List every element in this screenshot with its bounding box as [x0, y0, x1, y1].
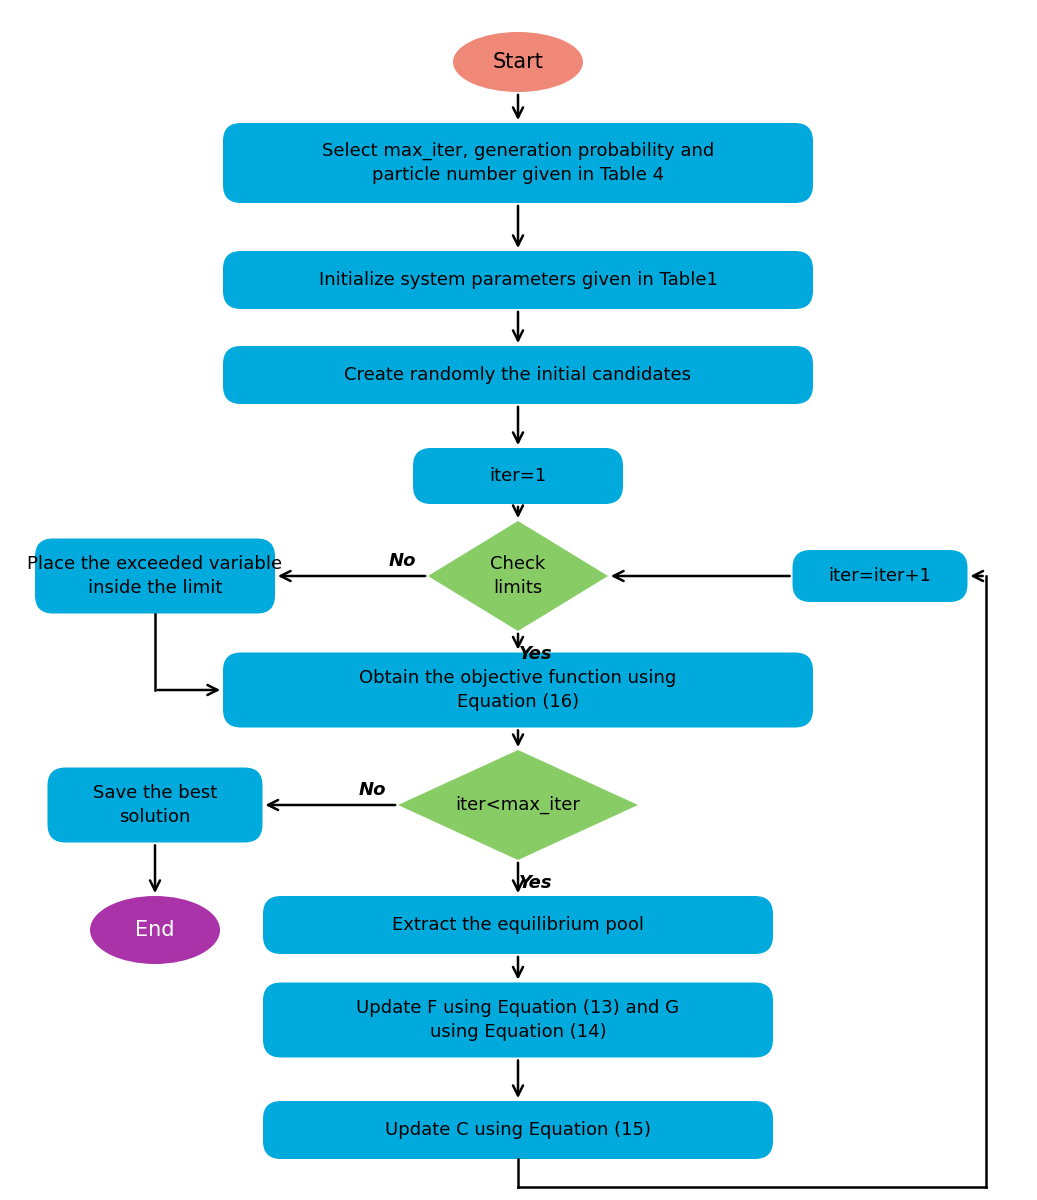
Text: No: No — [359, 781, 386, 799]
FancyBboxPatch shape — [223, 346, 813, 404]
Text: Yes: Yes — [520, 646, 553, 662]
FancyBboxPatch shape — [263, 1102, 773, 1159]
Polygon shape — [398, 750, 638, 860]
Text: Start: Start — [493, 52, 543, 72]
Text: iter=1: iter=1 — [489, 467, 546, 485]
Text: No: No — [389, 552, 416, 570]
Ellipse shape — [90, 896, 220, 964]
FancyBboxPatch shape — [223, 122, 813, 203]
Polygon shape — [428, 521, 608, 631]
FancyBboxPatch shape — [413, 448, 623, 504]
Text: Create randomly the initial candidates: Create randomly the initial candidates — [344, 366, 692, 384]
Text: Save the best
solution: Save the best solution — [93, 785, 217, 826]
FancyBboxPatch shape — [263, 896, 773, 954]
Text: Check
limits: Check limits — [491, 556, 545, 596]
Text: Yes: Yes — [520, 874, 553, 892]
Text: iter=iter+1: iter=iter+1 — [829, 566, 931, 584]
Ellipse shape — [453, 32, 583, 92]
Text: End: End — [135, 920, 175, 940]
FancyBboxPatch shape — [35, 539, 275, 613]
Text: Initialize system parameters given in Table1: Initialize system parameters given in Ta… — [318, 271, 718, 289]
FancyBboxPatch shape — [792, 550, 968, 602]
Text: iter<max_iter: iter<max_iter — [455, 796, 581, 814]
FancyBboxPatch shape — [263, 983, 773, 1057]
Text: Place the exceeded variable
inside the limit: Place the exceeded variable inside the l… — [27, 556, 282, 596]
FancyBboxPatch shape — [223, 251, 813, 308]
Text: Select max_iter, generation probability and
particle number given in Table 4: Select max_iter, generation probability … — [321, 142, 714, 184]
Text: Update F using Equation (13) and G
using Equation (14): Update F using Equation (13) and G using… — [357, 1000, 679, 1040]
FancyBboxPatch shape — [48, 768, 262, 842]
Text: Extract the equilibrium pool: Extract the equilibrium pool — [392, 916, 644, 934]
Text: Obtain the objective function using
Equation (16): Obtain the objective function using Equa… — [360, 670, 676, 710]
FancyBboxPatch shape — [223, 653, 813, 727]
Text: Update C using Equation (15): Update C using Equation (15) — [385, 1121, 651, 1139]
